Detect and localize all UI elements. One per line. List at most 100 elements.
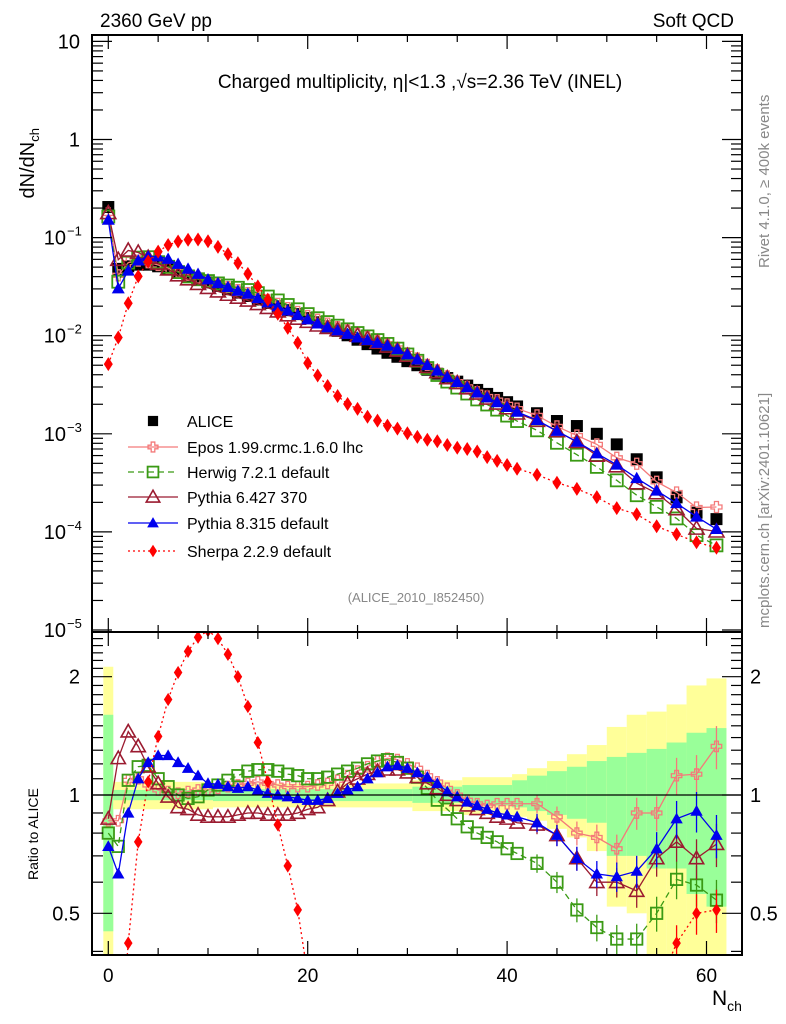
data-point	[502, 457, 512, 472]
data-point	[569, 447, 584, 462]
data-point	[243, 266, 253, 281]
legend-marker	[148, 544, 158, 558]
band-inner	[512, 780, 528, 808]
data-point	[390, 342, 404, 355]
band-inner	[566, 766, 587, 819]
ratio-point	[530, 856, 544, 870]
ratio-point	[231, 782, 245, 793]
data-point	[233, 256, 243, 271]
ratio-point	[259, 806, 277, 822]
y-tick-exponent: −2	[67, 322, 82, 337]
x-axis-label-main: N	[712, 987, 727, 1010]
legend-marker	[147, 517, 159, 528]
x-tick-label: 20	[297, 966, 318, 987]
legend-entry: Pythia 6.427 370	[128, 488, 307, 507]
ratio-line	[126, 632, 717, 955]
ratio-point	[151, 749, 165, 761]
data-point	[173, 234, 183, 249]
data-point	[552, 475, 562, 490]
ratio-point	[510, 846, 524, 861]
ratio-point	[229, 806, 247, 822]
ratio-series-sherpa-2-2-9-default	[123, 632, 721, 955]
data-point	[510, 405, 524, 417]
band-inner	[103, 714, 114, 932]
ratio-point	[311, 794, 324, 805]
legend-label: Sherpa 2.2.9 default	[187, 544, 332, 561]
data-point	[199, 278, 217, 295]
data-point	[400, 347, 414, 360]
ratio-point	[163, 692, 173, 707]
legend: ALICE Epos 1.99.crmc.1.6.0 lhc Herwig 7.2.…	[128, 414, 363, 561]
data-point	[650, 484, 664, 496]
legend-label: Pythia 6.427 370	[187, 490, 307, 507]
data-point	[430, 364, 444, 376]
ratio-point	[153, 729, 163, 744]
data-point	[303, 356, 313, 371]
ratio-point	[142, 756, 155, 768]
data-point	[291, 308, 305, 320]
data-point	[241, 287, 255, 299]
data-point	[630, 471, 644, 484]
ratio-point	[293, 903, 303, 917]
header-right: Soft QCD	[653, 11, 734, 32]
data-point	[590, 446, 604, 459]
ratio-y-tick-label-left: 1	[69, 785, 80, 807]
ratio-point	[590, 831, 603, 844]
ratio-point	[211, 778, 225, 789]
ratio-point	[670, 812, 683, 824]
ratio-point	[193, 632, 203, 644]
ratio-point	[173, 665, 183, 680]
data-point	[650, 475, 663, 488]
data-point	[171, 257, 185, 269]
ratio-point	[231, 769, 245, 783]
ratio-axis-label: Ratio to ALICE	[25, 788, 41, 880]
ratio-point	[213, 632, 223, 646]
band-inner	[586, 761, 607, 823]
ratio-point	[201, 777, 215, 789]
ratio-point	[143, 775, 153, 789]
ratio-y-tick-label-right: 0.5	[750, 903, 778, 925]
data-point	[532, 467, 542, 482]
ratio-point	[500, 842, 514, 856]
data-point	[462, 441, 472, 456]
ratio-point	[239, 804, 257, 820]
ratio-point	[630, 932, 644, 946]
data-point	[412, 429, 422, 444]
legend-label: Herwig 7.2.1 default	[187, 465, 330, 482]
ratio-point	[281, 767, 295, 781]
ratio-point	[692, 906, 701, 920]
data-point	[670, 486, 683, 499]
main-plot-marks	[99, 201, 726, 555]
series-sherpa-2-2-9-default	[103, 232, 721, 555]
ratio-point	[283, 859, 293, 873]
ratio-point	[630, 807, 643, 819]
ratio-point	[149, 774, 167, 790]
data-point	[149, 254, 168, 270]
data-point	[231, 284, 245, 296]
data-point	[181, 262, 195, 274]
ratio-point	[309, 798, 327, 814]
ratio-point	[251, 775, 264, 788]
ratio-point	[219, 808, 237, 823]
data-point	[528, 411, 546, 428]
ratio-point	[291, 792, 304, 804]
ratio-point	[480, 803, 494, 814]
series-line	[107, 238, 717, 549]
data-point	[263, 292, 273, 307]
data-point	[112, 269, 125, 282]
data-point	[670, 496, 684, 509]
data-point	[378, 337, 397, 353]
main-frame	[91, 34, 743, 633]
data-point	[333, 388, 343, 403]
data-point	[609, 473, 624, 488]
x-axis-label-sub: ch	[727, 998, 742, 1014]
ratio-point	[181, 762, 195, 773]
ratio-point	[431, 777, 444, 789]
data-point	[219, 285, 237, 302]
data-point	[343, 397, 353, 412]
data-point	[293, 335, 303, 350]
ratio-point	[418, 774, 436, 790]
ratio-point	[189, 806, 207, 822]
data-point	[111, 282, 125, 294]
